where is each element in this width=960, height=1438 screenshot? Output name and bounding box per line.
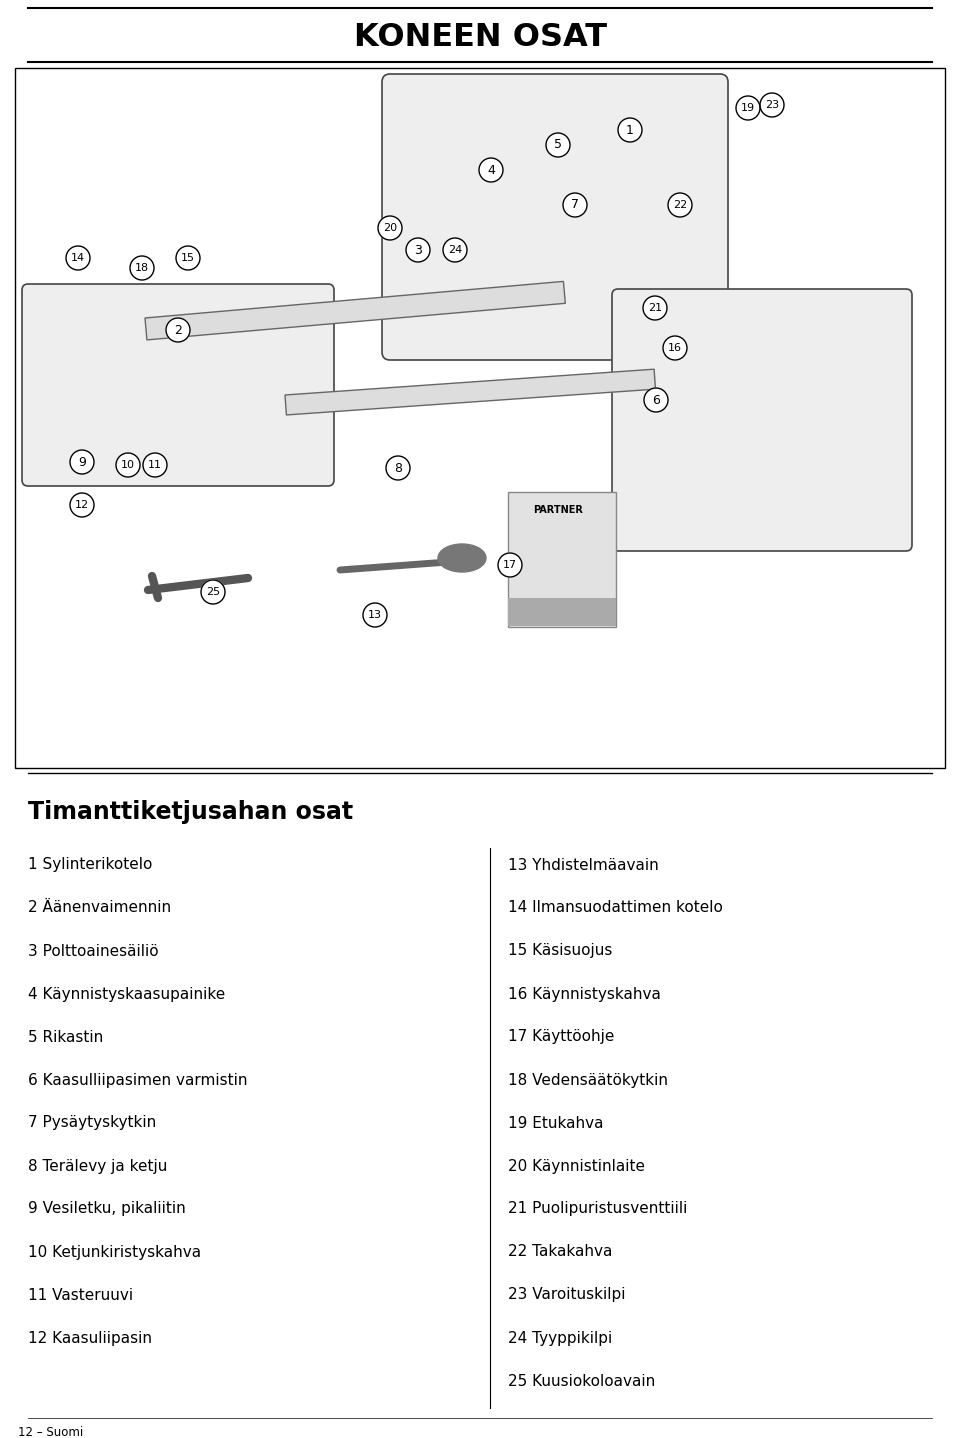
Text: 24 Tyyppikilpi: 24 Tyyppikilpi	[508, 1330, 612, 1346]
Text: 22 Takakahva: 22 Takakahva	[508, 1244, 612, 1260]
Text: 1: 1	[626, 124, 634, 137]
Text: 18: 18	[135, 263, 149, 273]
Circle shape	[386, 456, 410, 480]
Circle shape	[66, 246, 90, 270]
Circle shape	[166, 318, 190, 342]
Text: 10: 10	[121, 460, 135, 470]
Text: 18 Vedensäätökytkin: 18 Vedensäätökytkin	[508, 1073, 668, 1087]
Text: 6: 6	[652, 394, 660, 407]
Text: 23 Varoituskilpi: 23 Varoituskilpi	[508, 1287, 626, 1303]
Text: PARTNER: PARTNER	[533, 505, 583, 515]
Text: 12 Kaasuliipasin: 12 Kaasuliipasin	[28, 1330, 152, 1346]
Text: 12: 12	[75, 500, 89, 510]
Circle shape	[668, 193, 692, 217]
Circle shape	[363, 603, 387, 627]
Text: 14: 14	[71, 253, 85, 263]
Text: 11: 11	[148, 460, 162, 470]
Text: 9: 9	[78, 456, 86, 469]
Text: 19 Etukahva: 19 Etukahva	[508, 1116, 604, 1130]
Text: 25 Kuusiokoloavain: 25 Kuusiokoloavain	[508, 1373, 656, 1389]
Circle shape	[130, 256, 154, 280]
Bar	[15, 68, 945, 768]
Text: 23: 23	[765, 101, 780, 109]
Text: 15: 15	[181, 253, 195, 263]
Text: 5 Rikastin: 5 Rikastin	[28, 1030, 104, 1044]
Bar	[508, 598, 616, 626]
Circle shape	[546, 132, 570, 157]
Circle shape	[70, 450, 94, 475]
Circle shape	[378, 216, 402, 240]
Text: 21: 21	[648, 303, 662, 313]
Circle shape	[443, 239, 467, 262]
Text: KONEEN OSAT: KONEEN OSAT	[353, 23, 607, 53]
Text: 3: 3	[414, 243, 422, 256]
Text: 17 Käyttöohje: 17 Käyttöohje	[508, 1030, 614, 1044]
Circle shape	[176, 246, 200, 270]
Text: 5: 5	[554, 138, 562, 151]
FancyBboxPatch shape	[382, 73, 728, 360]
Circle shape	[406, 239, 430, 262]
Text: 4: 4	[487, 164, 495, 177]
Circle shape	[644, 388, 668, 413]
Text: 4 Käynnistyskaasupainike: 4 Käynnistyskaasupainike	[28, 986, 226, 1001]
Text: 11 Vasteruuvi: 11 Vasteruuvi	[28, 1287, 133, 1303]
Circle shape	[663, 336, 687, 360]
Text: 13 Yhdistelmäavain: 13 Yhdistelmäavain	[508, 857, 659, 873]
Text: Timanttiketjusahan osat: Timanttiketjusahan osat	[28, 800, 353, 824]
Polygon shape	[145, 282, 565, 339]
Text: 17: 17	[503, 559, 517, 569]
Text: 16 Käynnistyskahva: 16 Käynnistyskahva	[508, 986, 660, 1001]
Circle shape	[116, 453, 140, 477]
Text: 20 Käynnistinlaite: 20 Käynnistinlaite	[508, 1159, 645, 1173]
Text: 6 Kaasulliipasimen varmistin: 6 Kaasulliipasimen varmistin	[28, 1073, 248, 1087]
Text: 10 Ketjunkiristyskahva: 10 Ketjunkiristyskahva	[28, 1244, 202, 1260]
Circle shape	[143, 453, 167, 477]
Text: 14 Ilmansuodattimen kotelo: 14 Ilmansuodattimen kotelo	[508, 900, 723, 916]
Text: 20: 20	[383, 223, 397, 233]
Bar	[508, 492, 616, 627]
Text: 15 Käsisuojus: 15 Käsisuojus	[508, 943, 612, 959]
Text: 1 Sylinterikotelo: 1 Sylinterikotelo	[28, 857, 153, 873]
Circle shape	[479, 158, 503, 183]
FancyBboxPatch shape	[612, 289, 912, 551]
Polygon shape	[285, 370, 656, 416]
FancyBboxPatch shape	[22, 283, 334, 486]
Circle shape	[70, 493, 94, 518]
Text: 13: 13	[368, 610, 382, 620]
Text: 19: 19	[741, 104, 756, 114]
Ellipse shape	[438, 544, 486, 572]
Text: 9 Vesiletku, pikaliitin: 9 Vesiletku, pikaliitin	[28, 1202, 185, 1217]
Text: 2 Äänenvaimennin: 2 Äänenvaimennin	[28, 900, 171, 916]
Text: 3 Polttoainesäiliö: 3 Polttoainesäiliö	[28, 943, 158, 959]
Circle shape	[760, 93, 784, 116]
Text: 8: 8	[394, 462, 402, 475]
Text: 25: 25	[206, 587, 220, 597]
Circle shape	[498, 554, 522, 577]
Text: 12 – Suomi: 12 – Suomi	[18, 1425, 84, 1438]
Text: 24: 24	[448, 244, 462, 255]
Text: 21 Puolipuristusventtiili: 21 Puolipuristusventtiili	[508, 1202, 687, 1217]
Text: 7: 7	[571, 198, 579, 211]
Text: 8 Terälevy ja ketju: 8 Terälevy ja ketju	[28, 1159, 167, 1173]
Text: 16: 16	[668, 344, 682, 352]
Circle shape	[563, 193, 587, 217]
Circle shape	[618, 118, 642, 142]
Circle shape	[201, 580, 225, 604]
Circle shape	[736, 96, 760, 119]
Text: 2: 2	[174, 324, 182, 336]
Text: 22: 22	[673, 200, 687, 210]
Text: 7 Pysäytyskytkin: 7 Pysäytyskytkin	[28, 1116, 156, 1130]
Circle shape	[643, 296, 667, 321]
